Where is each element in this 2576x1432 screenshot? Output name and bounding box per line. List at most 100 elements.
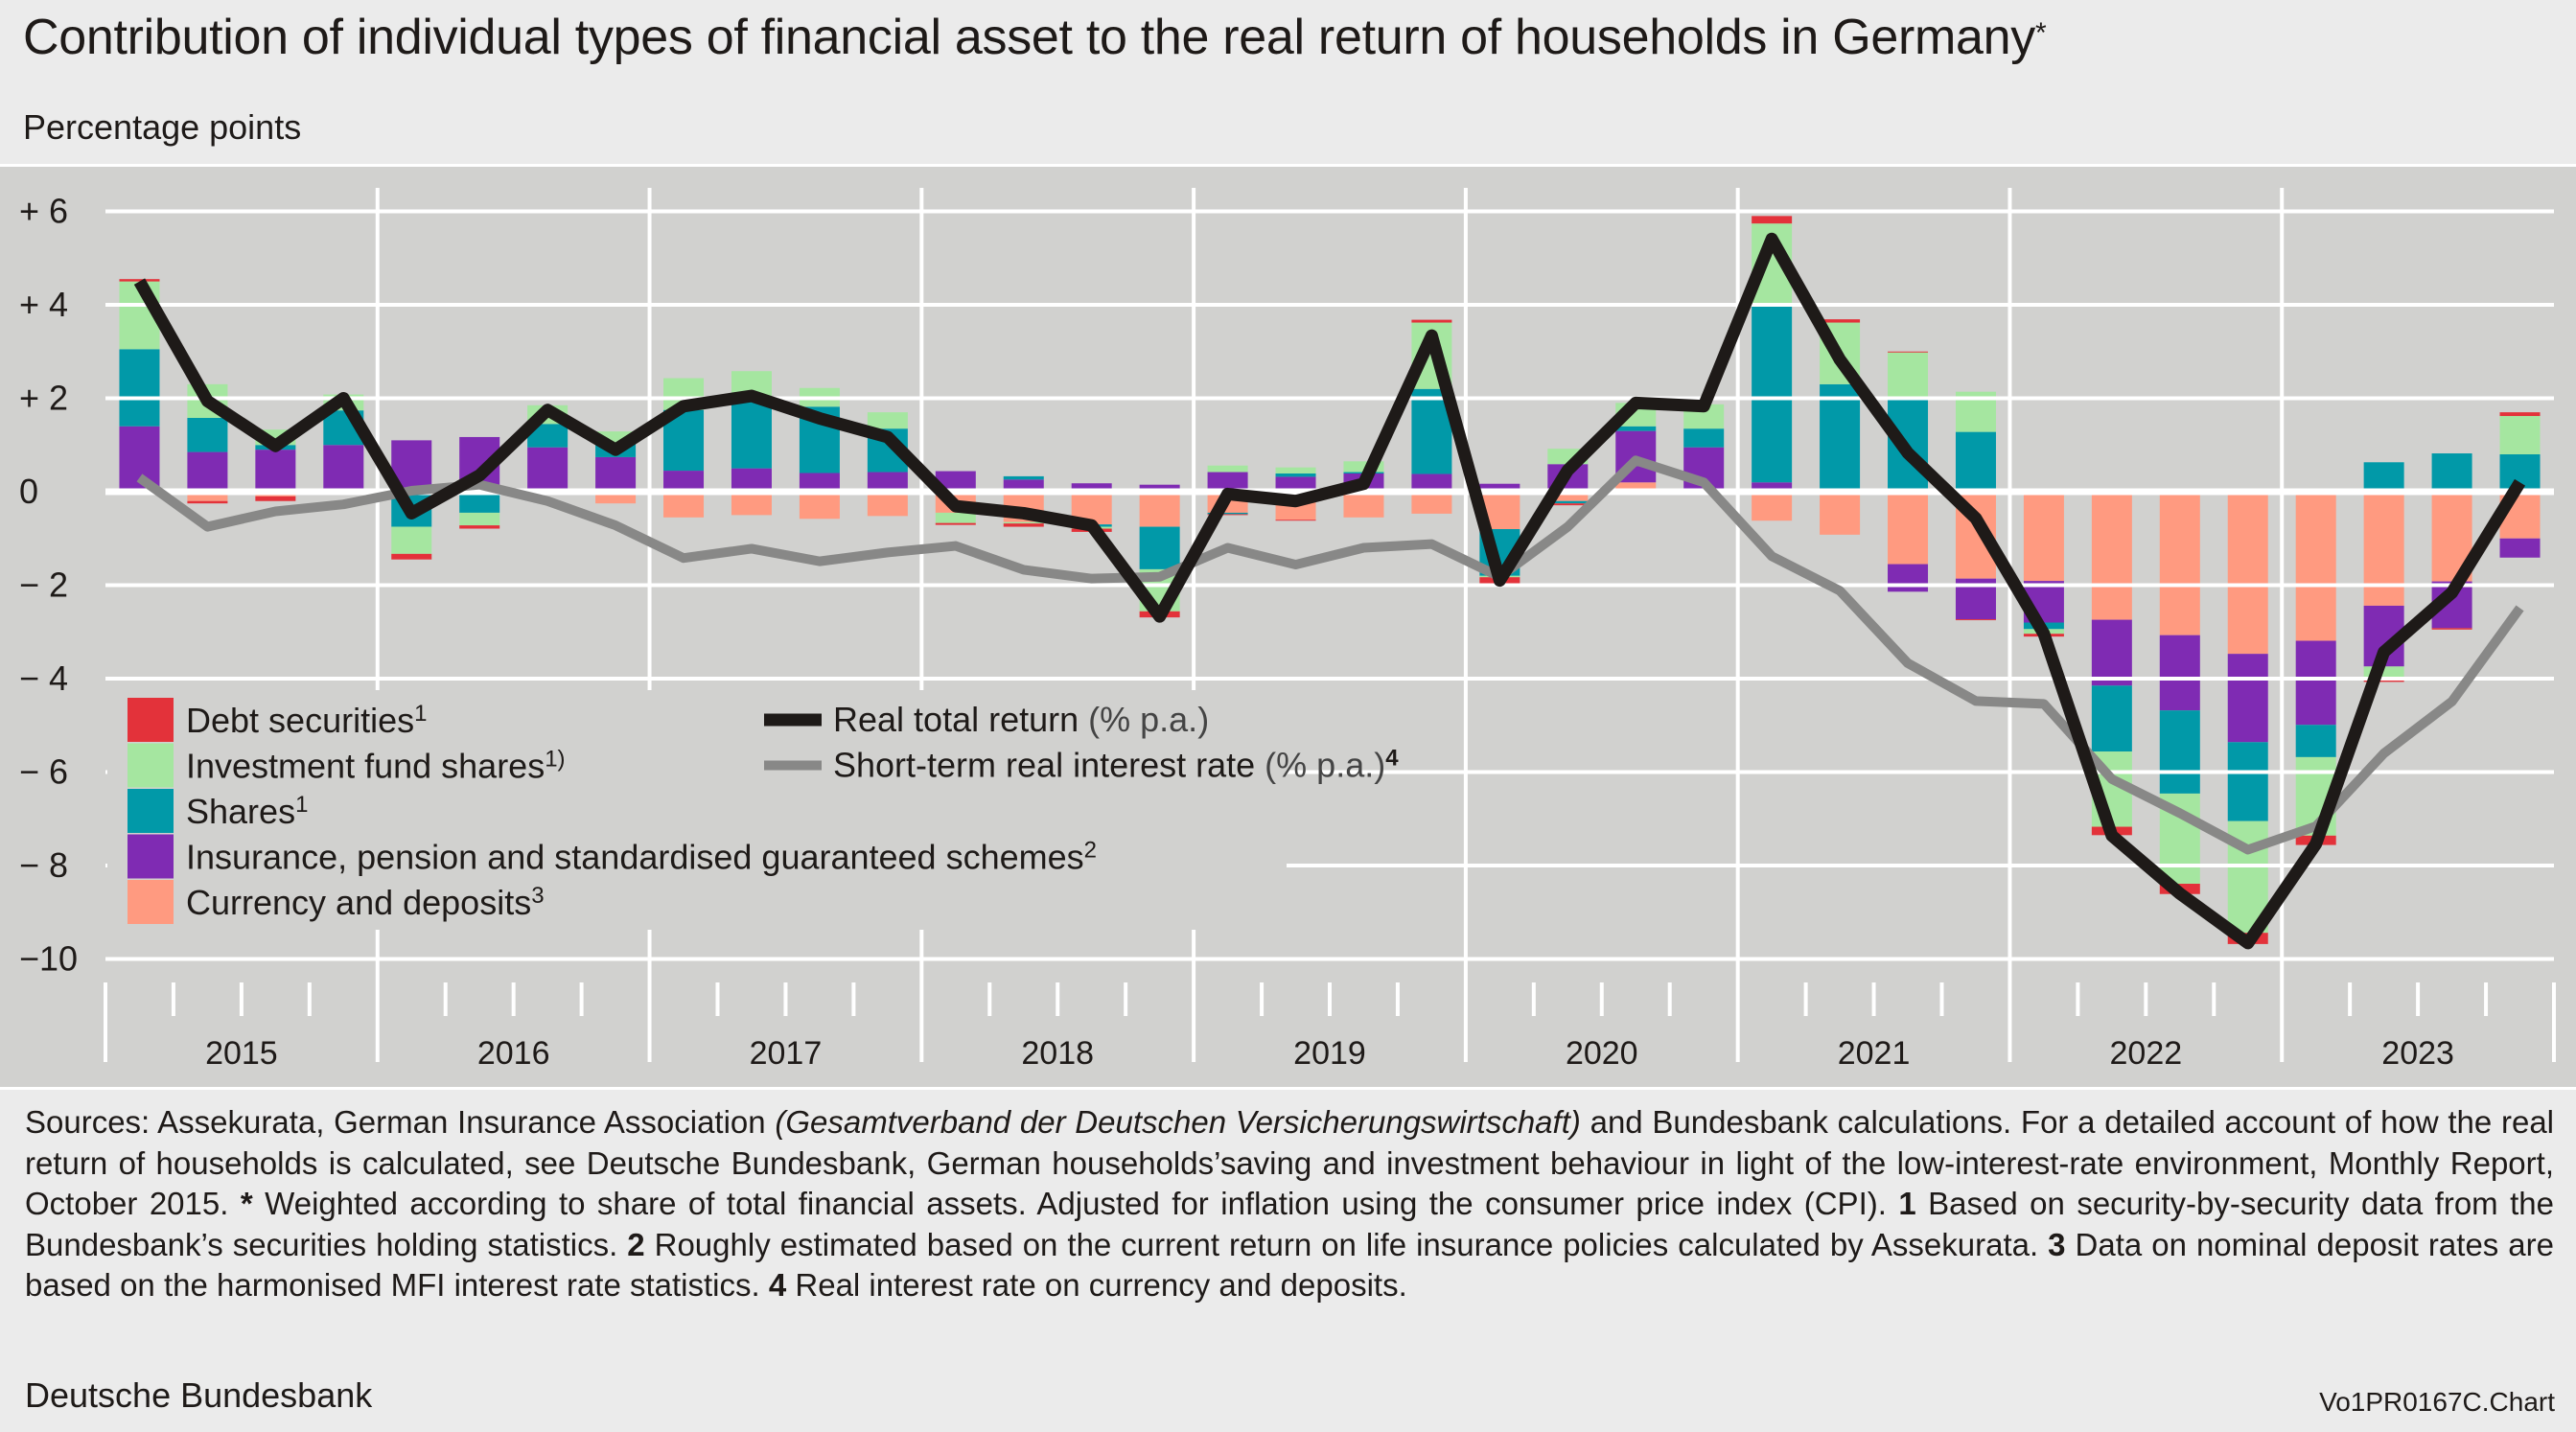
- legend-background: [107, 690, 1287, 930]
- bar-currency_deposits: [663, 492, 705, 518]
- bar-debt_securities: [2499, 412, 2541, 417]
- legend-footnote: 1: [295, 792, 308, 818]
- legend-footnote: 1): [545, 747, 565, 773]
- legend-swatch-currency_deposits: [128, 880, 174, 924]
- x-tick-label: 2020: [1566, 1035, 1638, 1072]
- bar-debt_securities: [2431, 628, 2472, 630]
- bar-shares: [1547, 500, 1589, 504]
- bar-shares: [2159, 710, 2200, 794]
- bar-currency_deposits: [1888, 492, 1929, 565]
- bar-insurance: [2159, 635, 2200, 711]
- x-tick-label: 2023: [2381, 1035, 2454, 1072]
- sources-footnote: Sources: Assekurata, German Insurance As…: [25, 1104, 2555, 1303]
- bar-debt_securities: [1411, 319, 1452, 323]
- bar-insurance: [663, 471, 705, 492]
- bar-insurance: [1411, 473, 1452, 492]
- bar-shares: [1003, 475, 1044, 480]
- legend-label-real_total_return: Real total return (% p.a.): [833, 700, 1209, 739]
- bar-insurance: [595, 456, 637, 492]
- legend-footnote: 3: [531, 883, 544, 909]
- x-tick-label: 2015: [205, 1035, 278, 1072]
- bar-shares: [187, 417, 228, 452]
- bar-insurance: [935, 471, 976, 492]
- bar-shares: [1955, 431, 1996, 492]
- bar-currency_deposits: [2159, 492, 2200, 635]
- legend-swatch-shares: [128, 789, 174, 833]
- bar-shares: [459, 492, 500, 513]
- bar-shares: [1275, 473, 1316, 477]
- legend-label-shares: Shares1: [186, 792, 308, 831]
- bar-shares: [1683, 428, 1725, 448]
- legend-footnote: 4: [1385, 746, 1399, 772]
- bar-currency_deposits: [867, 492, 908, 517]
- chart-title: Contribution of individual types of fina…: [23, 10, 2047, 65]
- bar-currency_deposits: [1820, 492, 1861, 535]
- bar-investment_fund_shares: [867, 412, 908, 429]
- bar-insurance: [1888, 564, 1929, 592]
- bar-currency_deposits: [799, 492, 840, 520]
- y-tick-label: + 2: [19, 379, 68, 418]
- bar-investment_fund_shares: [935, 512, 976, 523]
- publisher-name: Deutsche Bundesbank: [25, 1375, 373, 1415]
- legend-label-short_term_rate: Short-term real interest rate (% p.a.)4: [833, 746, 1399, 785]
- bar-currency_deposits: [1615, 482, 1657, 492]
- legend-swatch-debt_securities: [128, 698, 174, 742]
- x-tick-label: 2021: [1838, 1035, 1911, 1072]
- bar-investment_fund_shares: [2363, 666, 2404, 679]
- bar-shares: [2363, 462, 2404, 492]
- bar-shares: [2091, 685, 2132, 752]
- bar-debt_securities: [1003, 523, 1044, 527]
- bar-debt_securities: [119, 279, 160, 282]
- bar-debt_securities: [1955, 619, 1996, 621]
- bar-debt_securities: [391, 553, 432, 560]
- bar-investment_fund_shares: [1207, 465, 1248, 473]
- bar-investment_fund_shares: [459, 512, 500, 526]
- bar-currency_deposits: [1411, 492, 1452, 514]
- bar-insurance: [1207, 472, 1248, 492]
- y-tick-label: − 4: [19, 658, 68, 698]
- bar-currency_deposits: [2023, 492, 2064, 582]
- chart-code: Vo1PR0167C.Chart: [2319, 1387, 2555, 1417]
- legend-label-debt_securities: Debt securities1: [186, 701, 427, 740]
- bar-shares: [1752, 305, 1793, 483]
- bar-shares: [1207, 512, 1248, 515]
- bar-shares: [119, 349, 160, 427]
- x-tick-label: 2019: [1293, 1035, 1366, 1072]
- lines-layer: [133, 232, 2526, 950]
- bar-insurance: [1479, 483, 1520, 492]
- legend: Debt securities1 Investment fund shares1)…: [107, 690, 1399, 930]
- bar-insurance: [323, 445, 364, 492]
- line-short_term_rate: [136, 455, 2524, 855]
- bar-debt_securities: [459, 525, 500, 529]
- bar-shares: [2431, 453, 2472, 492]
- bar-debt_securities: [1888, 351, 1929, 353]
- bar-insurance: [867, 472, 908, 492]
- bar-shares: [2295, 725, 2336, 757]
- bar-insurance: [255, 450, 296, 492]
- axes-layer: + 6 + 4 + 2 0 − 2 − 4 − 6 − 8 −10 2015 2016 2017 201…: [19, 192, 2454, 1073]
- bar-insurance: [1139, 484, 1180, 492]
- y-tick-label: + 6: [19, 192, 68, 231]
- bar-currency_deposits: [1547, 492, 1589, 501]
- legend-unit: (% p.a.): [1088, 700, 1209, 739]
- bar-investment_fund_shares: [1888, 352, 1929, 397]
- x-tick-label: 2022: [2110, 1035, 2183, 1072]
- legend-swatch-investment_fund_shares: [128, 743, 174, 788]
- bar-currency_deposits: [2091, 492, 2132, 620]
- x-tick-label: 2016: [477, 1035, 550, 1072]
- bar-debt_securities: [187, 500, 228, 504]
- bar-currency_deposits: [187, 492, 228, 501]
- bar-insurance: [731, 468, 772, 492]
- bar-investment_fund_shares: [1003, 521, 1044, 524]
- bar-insurance: [799, 473, 840, 492]
- y-tick-label: − 2: [19, 566, 68, 605]
- legend-footnote: 1: [414, 701, 427, 727]
- bar-debt_securities: [935, 522, 976, 525]
- bar-insurance: [2091, 619, 2132, 686]
- bar-insurance: [1752, 482, 1793, 492]
- bar-shares: [1820, 383, 1861, 492]
- bar-currency_deposits: [1139, 492, 1180, 527]
- legend-footnote: 2: [1084, 838, 1097, 864]
- legend-unit: (% p.a.): [1265, 746, 1385, 785]
